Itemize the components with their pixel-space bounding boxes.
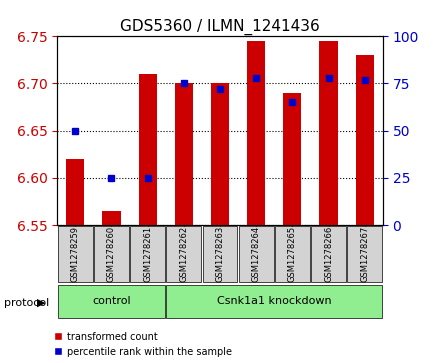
Text: GSM1278263: GSM1278263 — [216, 226, 224, 282]
FancyBboxPatch shape — [275, 226, 310, 282]
Text: GSM1278265: GSM1278265 — [288, 226, 297, 282]
FancyBboxPatch shape — [94, 226, 129, 282]
FancyBboxPatch shape — [203, 226, 237, 282]
Bar — [247, 41, 265, 225]
FancyBboxPatch shape — [166, 226, 201, 282]
FancyBboxPatch shape — [58, 226, 93, 282]
Bar — [319, 41, 337, 225]
Title: GDS5360 / ILMN_1241436: GDS5360 / ILMN_1241436 — [120, 19, 320, 35]
Text: GSM1278262: GSM1278262 — [180, 226, 188, 282]
Bar — [356, 55, 374, 225]
FancyBboxPatch shape — [58, 285, 165, 318]
Bar — [139, 74, 157, 225]
Text: control: control — [92, 296, 131, 306]
Bar — [175, 83, 193, 225]
Text: protocol: protocol — [4, 298, 50, 308]
Text: GSM1278267: GSM1278267 — [360, 226, 369, 282]
Text: GSM1278264: GSM1278264 — [252, 226, 260, 282]
Text: GSM1278259: GSM1278259 — [71, 226, 80, 282]
Text: GSM1278261: GSM1278261 — [143, 226, 152, 282]
Text: GSM1278260: GSM1278260 — [107, 226, 116, 282]
Bar — [211, 83, 229, 225]
Legend: transformed count, percentile rank within the sample: transformed count, percentile rank withi… — [49, 328, 236, 360]
FancyBboxPatch shape — [130, 226, 165, 282]
Text: Csnk1a1 knockdown: Csnk1a1 knockdown — [217, 296, 332, 306]
FancyBboxPatch shape — [166, 285, 382, 318]
Text: ▶: ▶ — [37, 298, 46, 308]
FancyBboxPatch shape — [347, 226, 382, 282]
Bar — [103, 211, 121, 225]
FancyBboxPatch shape — [311, 226, 346, 282]
Bar — [66, 159, 84, 225]
Bar — [283, 93, 301, 225]
Text: GSM1278266: GSM1278266 — [324, 226, 333, 282]
FancyBboxPatch shape — [239, 226, 274, 282]
